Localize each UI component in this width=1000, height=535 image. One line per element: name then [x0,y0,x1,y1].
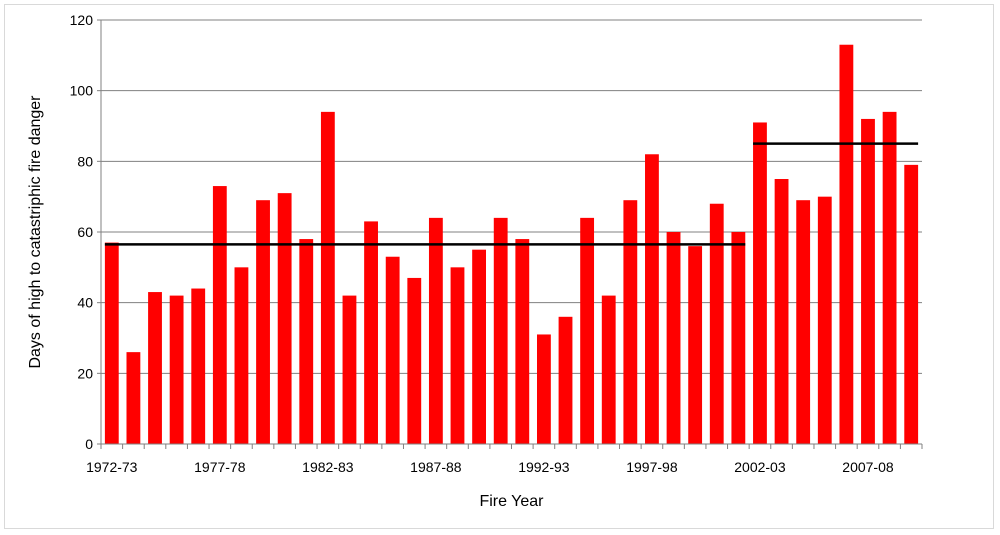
axes: 0 20 40 60 80 100 120 1972-73 1977-78 1982-83 1987… [70,12,923,475]
bar-1999-00 [688,246,703,444]
bar-1995-96 [601,295,616,444]
bar-2003-04 [774,179,789,444]
bar-1990-91 [493,217,508,444]
bar-1986-87 [407,277,422,444]
bar-1980-81 [277,193,292,444]
bar-1991-92 [515,239,530,444]
bar-1994-95 [580,217,595,444]
x-tick-label: 2002-03 [734,459,786,475]
y-tick-label: 120 [70,12,94,28]
reference-lines [104,142,919,246]
x-axis-title: Fire Year [479,493,544,510]
y-tick-label: 40 [77,295,93,311]
x-tick-label: 1982-83 [302,459,354,475]
bars [104,44,919,445]
y-tick-label: 20 [77,365,93,381]
x-tick-label: 1972-73 [86,459,138,475]
bar-1996-97 [623,200,638,444]
bar-1992-93 [536,334,551,444]
bar-1993-94 [558,316,573,444]
x-tick-label: 1977-78 [194,459,246,475]
bar-2004-05 [796,200,811,444]
x-tick-label: 1997-98 [626,459,678,475]
bar-2007-08 [861,118,875,444]
bar-1987-88 [428,217,443,444]
bar-2001-02 [731,232,746,444]
bar-1983-84 [342,295,357,444]
bar-2000-01 [709,203,724,444]
x-tick-label: 1992-93 [518,459,570,475]
bar-2009-10 [904,164,919,444]
y-tick-label: 80 [77,153,93,169]
bar-1976-77 [191,288,206,444]
bar-2005-06 [817,196,832,444]
bar-1984-85 [364,221,378,444]
bar-1982-83 [320,111,335,444]
y-tick-label: 60 [77,224,93,240]
y-tick-label: 0 [85,436,93,452]
y-axis-title: Days of high to catastriphic fire danger [27,95,44,369]
bar-1974-75 [148,292,162,444]
bar-1997-98 [645,154,659,444]
bar-1978-79 [234,267,249,444]
bar-1985-86 [385,256,400,444]
bar-1981-82 [299,239,314,444]
bar-1989-90 [472,249,487,444]
bar-1972-73 [104,242,119,444]
bar-1979-80 [256,200,270,444]
x-tick-label: 2007-08 [842,459,894,475]
bar-1977-78 [212,186,227,445]
bar-2006-07 [839,44,854,444]
bar-1973-74 [126,352,141,444]
x-tick-label: 1987-88 [410,459,462,475]
bar-1988-89 [450,267,465,444]
bar-2008-09 [882,111,897,444]
bar-2002-03 [753,122,767,444]
bar-1975-76 [169,295,184,444]
bar-1998-99 [666,232,681,444]
y-tick-label: 100 [70,83,94,99]
